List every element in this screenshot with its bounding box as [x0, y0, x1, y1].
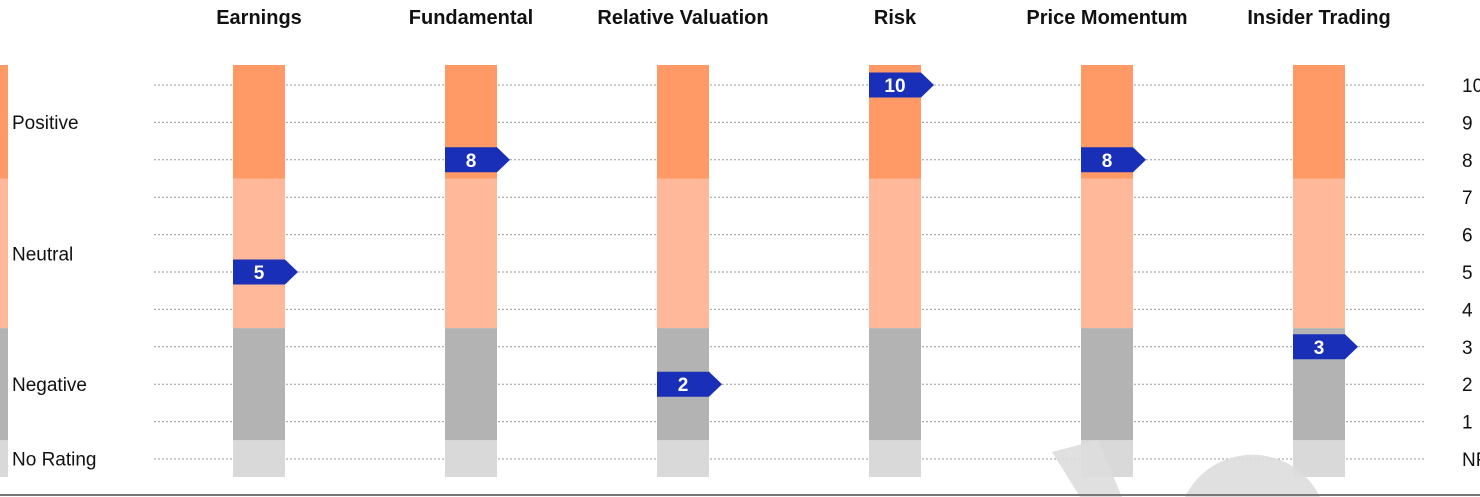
- y-tick-label: 9: [1462, 113, 1473, 134]
- column-band-segment: [657, 65, 709, 179]
- y-tick-label: 10: [1462, 76, 1480, 97]
- category-title: Insider Trading: [1247, 7, 1390, 29]
- score-marker: [1293, 334, 1358, 360]
- band-label: Positive: [12, 113, 79, 134]
- score-value: 5: [254, 263, 265, 284]
- y-tick-label: 1: [1462, 413, 1473, 434]
- legend-band-2: [0, 328, 8, 441]
- column-band-segment: [869, 440, 921, 477]
- y-tick-label: 7: [1462, 188, 1473, 209]
- y-tick-label: 8: [1462, 151, 1473, 172]
- y-tick-label: 2: [1462, 375, 1473, 396]
- column-band-segment: [233, 440, 285, 477]
- y-tick-label: NR: [1462, 450, 1480, 471]
- y-tick-label: 6: [1462, 226, 1473, 247]
- category-title: Fundamental: [409, 7, 533, 29]
- score-marker: [657, 371, 722, 397]
- score-value: 8: [1102, 151, 1113, 172]
- legend-band-0: [0, 65, 8, 179]
- legend-band-1: [0, 178, 8, 329]
- y-tick-label: 5: [1462, 263, 1473, 284]
- legend-band-3: [0, 440, 8, 477]
- score-marker: [233, 259, 298, 285]
- watermark-shape: [1052, 440, 1122, 497]
- column-band-segment: [445, 328, 497, 441]
- column-band-segment: [1081, 328, 1133, 441]
- band-label: Negative: [12, 375, 87, 396]
- score-marker: [445, 147, 510, 173]
- score-marker: [869, 72, 934, 98]
- category-title: Price Momentum: [1026, 7, 1187, 29]
- column-band-segment: [1293, 178, 1345, 329]
- column-band-segment: [1293, 65, 1345, 179]
- band-label: Neutral: [12, 244, 73, 265]
- column-band-segment: [657, 178, 709, 329]
- column-band-segment: [445, 440, 497, 477]
- y-tick-label: 3: [1462, 338, 1473, 359]
- column-band-segment: [657, 440, 709, 477]
- category-title: Earnings: [216, 7, 302, 29]
- column-band-segment: [445, 178, 497, 329]
- column-band-segment: [233, 65, 285, 179]
- column-band-segment: [869, 328, 921, 441]
- score-value: 2: [678, 375, 689, 396]
- column-band-segment: [1081, 178, 1133, 329]
- column-band-segment: [233, 328, 285, 441]
- category-title: Relative Valuation: [597, 7, 768, 29]
- column-band-segment: [869, 178, 921, 329]
- score-marker: [1081, 147, 1146, 173]
- score-value: 3: [1314, 338, 1325, 359]
- y-tick-label: 4: [1462, 300, 1473, 321]
- score-value: 8: [466, 151, 477, 172]
- column-band-segment: [1293, 440, 1345, 477]
- band-label: No Rating: [12, 450, 97, 471]
- category-title: Risk: [874, 7, 917, 29]
- column-band-segment: [233, 178, 285, 329]
- score-value: 10: [884, 76, 905, 97]
- watermark-shape: [1185, 454, 1320, 497]
